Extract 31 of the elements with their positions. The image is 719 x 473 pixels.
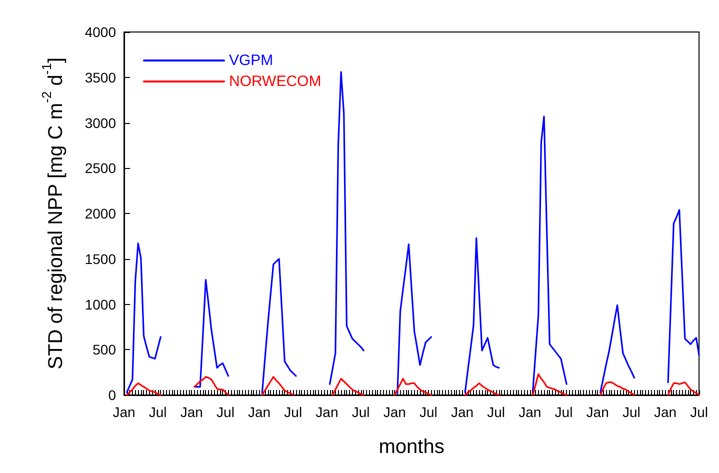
x-tick-label: Jan [112,404,136,420]
x-tick-label: Jul [216,404,234,420]
y-axis-title: STD of regional NPP [mg C m-2 d-1] [39,57,67,370]
x-tick-label: Jan [586,404,609,420]
x-tick-label: Jul [554,404,573,420]
y-tick-label: 3000 [84,114,116,131]
x-axis-title: months [378,436,444,458]
y-tick-label: 500 [92,342,116,358]
x-tick-label: Jul [284,404,302,420]
x-tick-label: Jul [487,404,506,420]
x-tick-label: Jul [148,404,167,420]
x-tick-label: Jul [419,404,438,420]
y-tick-label: 1000 [84,296,116,312]
y-tick-label: 0 [108,387,116,403]
x-tick-label: Jul [352,404,370,420]
y-tick-label: 1500 [84,250,116,267]
x-tick-label: Jan [654,404,677,420]
x-tick-label: Jan [383,404,406,420]
x-tick-label: Jan [518,404,542,420]
x-tick-label: Jul [622,404,640,420]
x-tick-label: Jul [690,404,708,420]
y-tick-label: 3500 [84,69,116,86]
x-tick-label: Jan [450,404,474,420]
y-tick-label: 2500 [84,160,116,176]
y-tick-label: 4000 [84,24,116,40]
x-tick-label: Jan [248,404,271,420]
text: NORWECOM [229,73,322,90]
x-tick-label: Jan [180,404,203,420]
text: VGPM [229,52,274,69]
x-tick-label: Jan [316,404,338,420]
y-tick-label: 2000 [84,206,116,222]
